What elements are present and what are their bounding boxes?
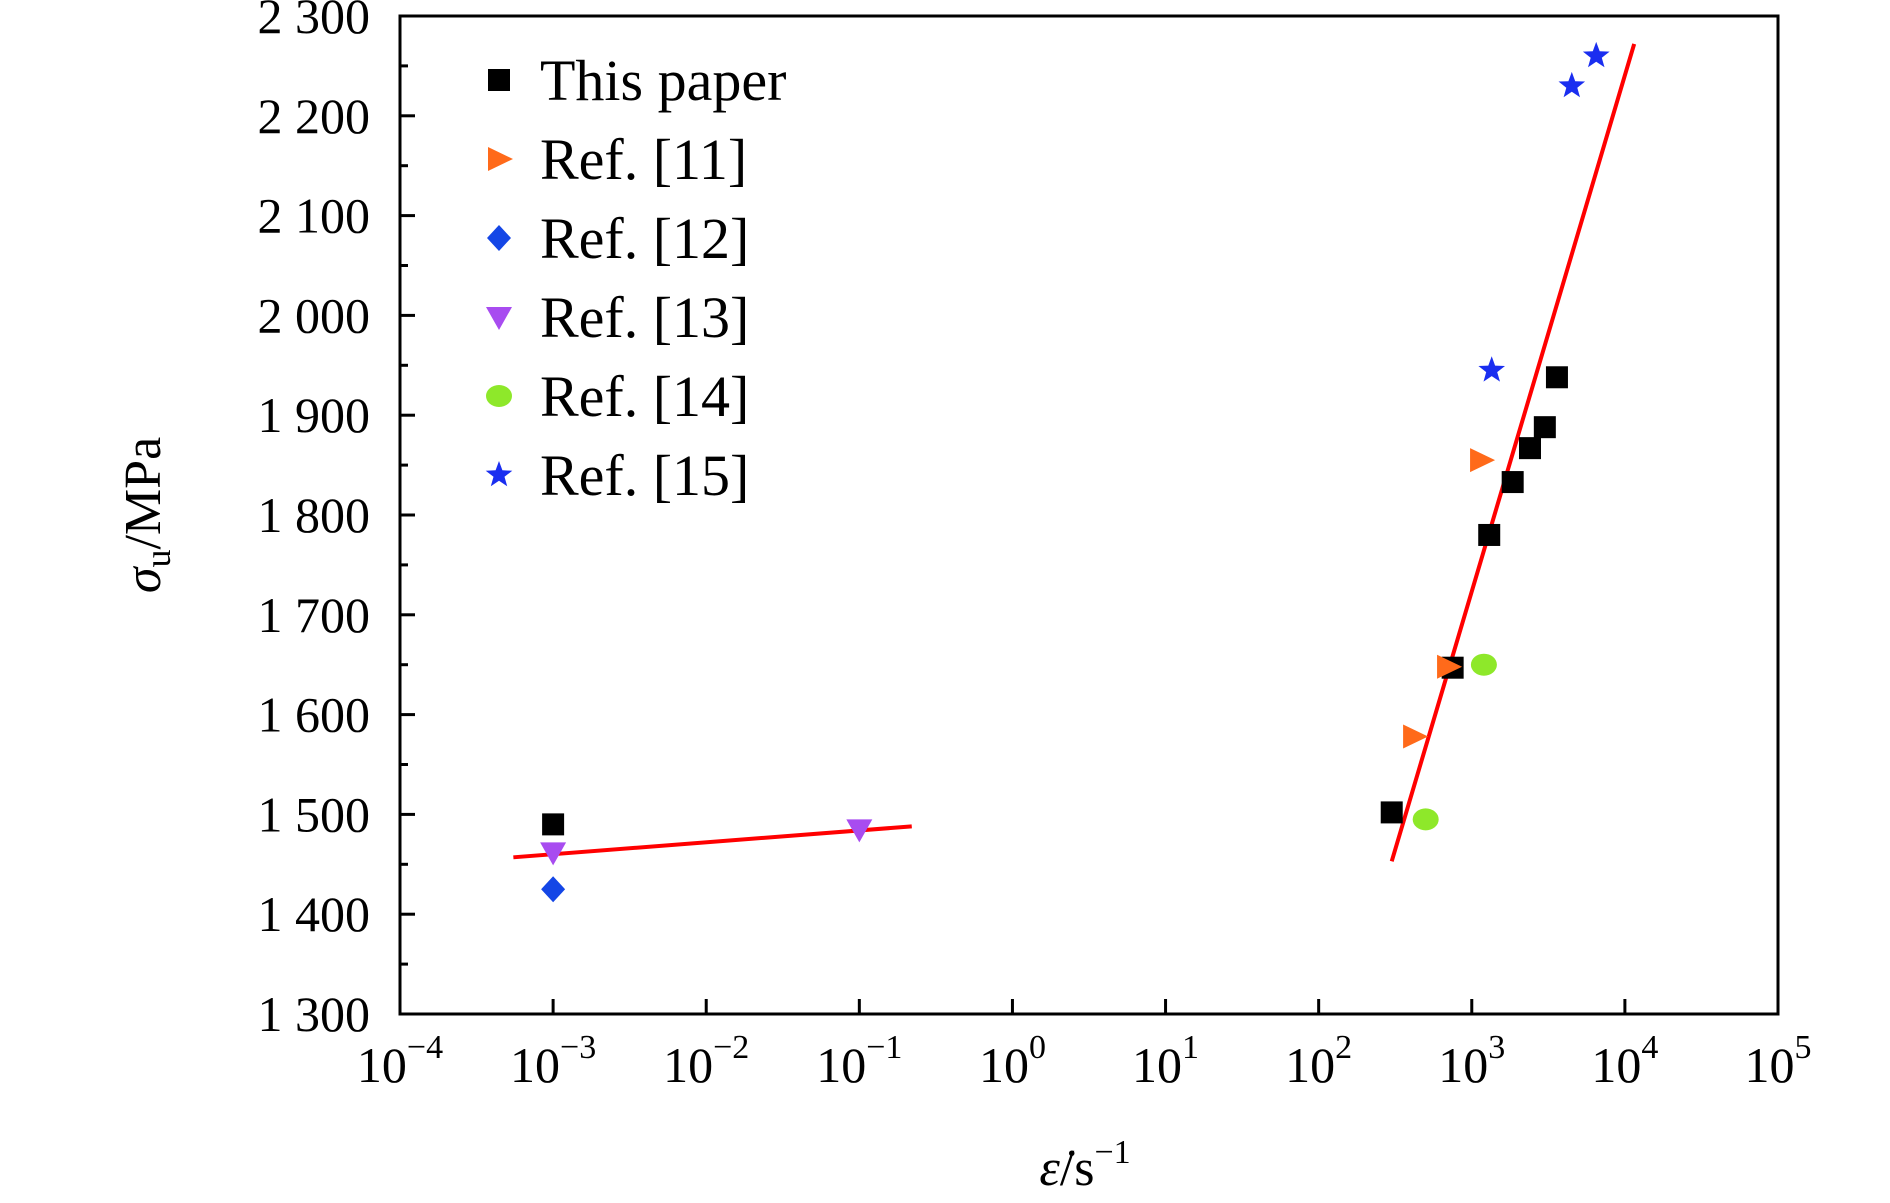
data-point xyxy=(846,819,873,843)
y-tick-label: 1 300 xyxy=(258,986,371,1042)
data-point xyxy=(1470,448,1496,473)
x-tick-label: 103 xyxy=(1438,1029,1505,1093)
y-axis-title: σu/MPa xyxy=(115,437,178,593)
data-point xyxy=(540,842,567,866)
fit-lines xyxy=(513,43,1637,862)
x-tick-label: 101 xyxy=(1132,1029,1199,1093)
data-point xyxy=(1478,523,1501,546)
legend: This paper Ref. [11] Ref. [12] Ref. [13] Ref… xyxy=(485,48,786,508)
x-tick-label: 105 xyxy=(1745,1029,1812,1093)
data-point xyxy=(541,876,566,903)
legend-marker xyxy=(488,147,513,171)
x-tick-label: 102 xyxy=(1285,1029,1352,1093)
y-tick-label: 2 000 xyxy=(258,287,371,343)
data-point xyxy=(1478,356,1505,382)
data-point xyxy=(1380,801,1403,824)
data-point xyxy=(1545,366,1568,389)
x-tick-label: 100 xyxy=(979,1029,1046,1093)
legend-label: This paper xyxy=(540,48,786,113)
legend-label: Ref. [14] xyxy=(540,364,749,429)
x-tick-label: 10−2 xyxy=(663,1029,749,1093)
series-diamond xyxy=(541,876,566,903)
x-tick-label: 104 xyxy=(1591,1029,1658,1093)
legend-label: Ref. [15] xyxy=(540,443,749,508)
series-square xyxy=(542,366,1568,836)
data-point xyxy=(1403,724,1429,749)
legend-label: Ref. [12] xyxy=(540,206,749,271)
y-tick-label: 1 700 xyxy=(258,587,371,643)
data-point xyxy=(1558,71,1586,98)
y-tick-label: 1 600 xyxy=(258,687,371,743)
series-circle xyxy=(1412,653,1497,831)
legend-marker xyxy=(486,307,512,330)
fit-line xyxy=(1389,43,1637,862)
data-point xyxy=(542,813,565,836)
data-point xyxy=(1470,653,1497,676)
data-point xyxy=(1501,471,1524,494)
x-tick-label: 10−3 xyxy=(510,1029,596,1093)
y-axis-ticks: 1 300 1 400 1 500 1 600 1 700 1 800 1 900 2 000… xyxy=(258,0,415,1042)
data-point xyxy=(1533,416,1556,439)
x-axis-title: ε̇/s−1 xyxy=(1039,1134,1130,1197)
y-tick-label: 1 900 xyxy=(258,387,371,443)
y-tick-label: 2 100 xyxy=(258,188,371,244)
y-tick-label: 1 400 xyxy=(258,886,371,942)
fit-line xyxy=(513,824,912,860)
data-point xyxy=(1518,437,1541,460)
data-point xyxy=(1437,654,1463,679)
data-point xyxy=(1412,808,1439,831)
series-triangle-right xyxy=(1403,448,1496,749)
legend-label: Ref. [11] xyxy=(540,127,747,192)
series-triangle-down xyxy=(540,819,873,866)
x-axis-ticks: 10−4 10−3 10−2 10−1 100 101 102 103 104 105 xyxy=(357,999,1812,1093)
y-tick-label: 2 300 xyxy=(258,0,371,44)
series-star xyxy=(1478,41,1610,382)
legend-marker xyxy=(487,225,511,251)
data-points xyxy=(540,41,1610,903)
y-tick-label: 1 800 xyxy=(258,487,371,543)
legend-marker xyxy=(488,69,510,91)
data-point xyxy=(1582,41,1610,68)
y-tick-label: 2 200 xyxy=(258,88,371,144)
legend-marker xyxy=(485,461,513,487)
x-tick-label: 10−4 xyxy=(357,1029,443,1093)
legend-marker xyxy=(486,385,512,407)
legend-label: Ref. [13] xyxy=(540,285,749,350)
y-tick-label: 1 500 xyxy=(258,786,371,842)
x-tick-label: 10−1 xyxy=(816,1029,902,1093)
